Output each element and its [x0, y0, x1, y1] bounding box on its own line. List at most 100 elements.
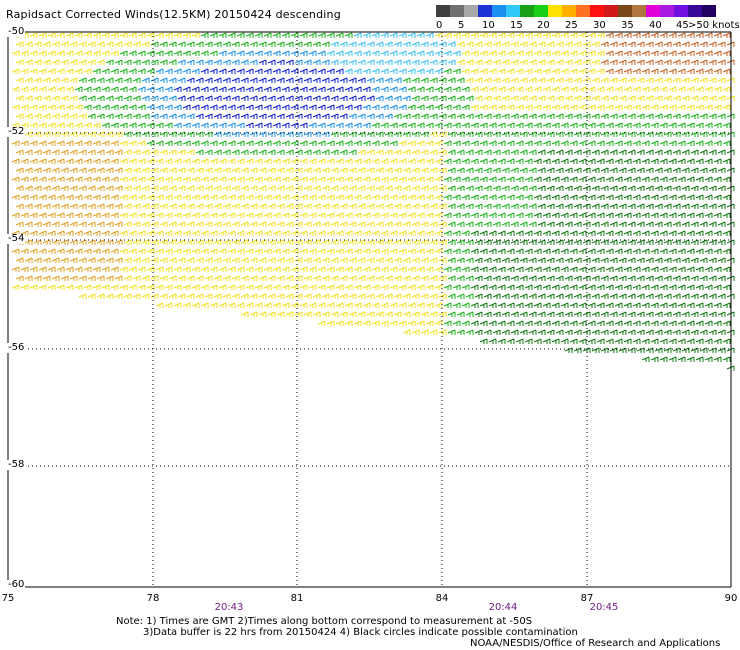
note-line-3: NOAA/NESDIS/Office of Research and Appli…	[470, 638, 721, 649]
wind-barb	[51, 239, 60, 245]
wind-barb	[506, 176, 515, 182]
wind-barb	[542, 320, 551, 326]
wind-barb	[164, 32, 173, 38]
wind-barb	[254, 212, 263, 218]
wind-barb	[699, 59, 708, 65]
wind-barb	[33, 149, 42, 155]
wind-barb	[227, 68, 236, 74]
wind-barb	[326, 86, 335, 92]
wind-barb	[465, 239, 474, 245]
wind-barb	[573, 257, 582, 263]
wind-barb	[20, 284, 29, 290]
wind-barb	[330, 239, 339, 245]
wind-barb	[119, 50, 128, 56]
wind-barb	[686, 230, 695, 236]
wind-barb	[119, 104, 128, 110]
wind-barb	[497, 338, 506, 344]
wind-barb	[15, 221, 24, 227]
wind-barb	[645, 59, 654, 65]
wind-barb	[128, 32, 137, 38]
wind-barb	[686, 158, 695, 164]
wind-barb	[668, 194, 677, 200]
wind-barb	[479, 32, 488, 38]
wind-barb	[137, 104, 146, 110]
wind-barb	[416, 68, 425, 74]
wind-barb	[38, 212, 47, 218]
wind-barb	[609, 275, 618, 281]
wind-barb	[123, 149, 132, 155]
wind-barb	[627, 59, 636, 65]
wind-barb	[353, 266, 362, 272]
wind-barb	[20, 212, 29, 218]
wind-barb	[51, 167, 60, 173]
wind-barb	[330, 185, 339, 191]
wind-barb	[533, 320, 542, 326]
wind-barb	[335, 176, 344, 182]
wind-barb	[663, 59, 672, 65]
wind-barb	[501, 59, 510, 65]
wind-barb	[641, 284, 650, 290]
wind-barb	[24, 41, 33, 47]
wind-barb	[218, 284, 227, 290]
wind-barb	[150, 77, 159, 83]
wind-barb	[506, 212, 515, 218]
wind-barb	[492, 239, 501, 245]
wind-barb	[299, 50, 308, 56]
wind-barb	[92, 284, 101, 290]
wind-barb	[407, 68, 416, 74]
wind-barb	[650, 104, 659, 110]
wind-barb	[344, 122, 353, 128]
wind-barb	[114, 203, 123, 209]
wind-barb	[335, 320, 344, 326]
wind-barb	[218, 230, 227, 236]
wind-barb	[713, 104, 722, 110]
wind-barb	[501, 311, 510, 317]
wind-barb	[123, 185, 132, 191]
wind-barb	[15, 167, 24, 173]
wind-barb	[213, 77, 222, 83]
wind-barb	[434, 212, 443, 218]
wind-barb	[119, 230, 128, 236]
wind-barb	[587, 338, 596, 344]
wind-barb	[524, 122, 533, 128]
wind-barb	[537, 257, 546, 263]
wind-barb	[474, 149, 483, 155]
wind-barb	[510, 293, 519, 299]
wind-barb	[182, 194, 191, 200]
wind-barb	[501, 239, 510, 245]
wind-barb	[519, 311, 528, 317]
wind-barb	[699, 95, 708, 101]
wind-barb	[578, 284, 587, 290]
wind-barb	[87, 167, 96, 173]
wind-barb	[632, 248, 641, 254]
legend-swatch	[534, 5, 548, 17]
wind-barb	[686, 320, 695, 326]
wind-barb	[389, 176, 398, 182]
wind-barb	[173, 32, 182, 38]
wind-barb	[528, 239, 537, 245]
wind-barb	[465, 257, 474, 263]
wind-barb	[546, 95, 555, 101]
wind-barb	[560, 68, 569, 74]
wind-barb	[285, 59, 294, 65]
wind-barb	[524, 176, 533, 182]
wind-barb	[506, 284, 515, 290]
wind-barb	[200, 176, 209, 182]
wind-barb	[267, 311, 276, 317]
wind-barb	[128, 122, 137, 128]
wind-barb	[434, 50, 443, 56]
wind-barb	[609, 203, 618, 209]
chart-title: Rapidsact Corrected Winds(12.5KM) 201504…	[6, 8, 341, 21]
wind-barb	[542, 158, 551, 164]
wind-barb	[407, 194, 416, 200]
wind-barb	[452, 176, 461, 182]
wind-barb	[204, 167, 213, 173]
wind-barb	[389, 86, 398, 92]
wind-barb	[258, 41, 267, 47]
wind-barb	[564, 257, 573, 263]
wind-barb	[474, 113, 483, 119]
wind-barb	[290, 248, 299, 254]
wind-barb	[708, 221, 717, 227]
wind-barb	[249, 59, 258, 65]
wind-barb	[695, 356, 704, 362]
